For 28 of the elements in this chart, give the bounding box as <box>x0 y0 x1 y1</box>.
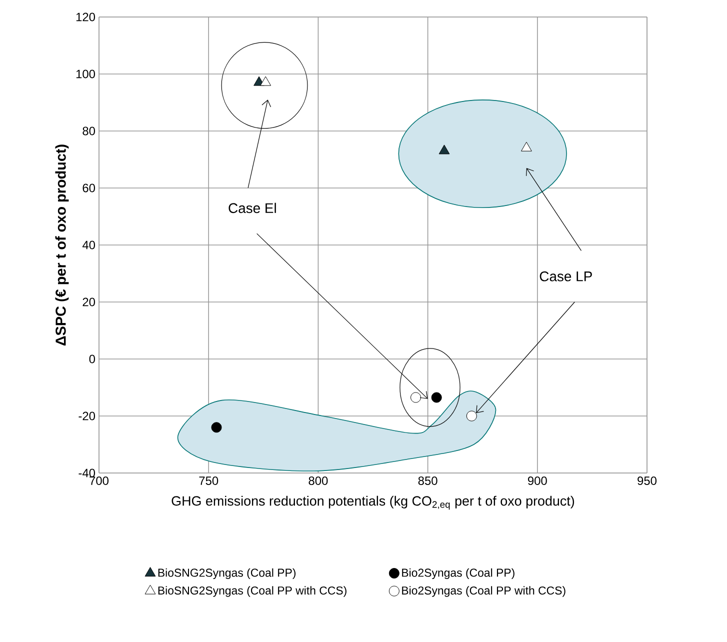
x-tick-label: 800 <box>308 476 328 485</box>
point <box>438 144 450 154</box>
annotation: Case LP <box>540 271 592 282</box>
y-tick-label: 60 <box>82 184 96 192</box>
legend-label: BioSNG2Syngas (Coal PP) <box>158 568 296 580</box>
y-tick-label: 0 <box>89 354 96 364</box>
y-tick-label: -40 <box>78 468 96 478</box>
y-tick-label: 120 <box>76 12 96 22</box>
y-tick-label: 40 <box>82 240 96 250</box>
legend-label: BioSNG2Syngas (Coal PP with CCS) <box>158 586 346 597</box>
y-tick-label: -20 <box>78 412 96 420</box>
legend-label: Bio2Syngas (Coal PP) <box>402 568 514 580</box>
legend-label: Bio2Syngas (Coal PP with CCS) <box>402 586 566 597</box>
y-axis-title: ΔSPC (€ per t of oxo product) <box>55 144 69 346</box>
x-tick-label: 750 <box>199 476 218 485</box>
x-tick-label: 950 <box>638 476 657 485</box>
y-tick-label: 20 <box>82 298 96 306</box>
point <box>211 422 222 433</box>
point <box>466 410 477 422</box>
x-axis-title: GHG emissions reduction potentials (kg CO$_{2,eq}$ per t of oxo product) <box>172 496 574 510</box>
point <box>521 142 532 152</box>
y-tick-label: 80 <box>82 126 96 136</box>
x-tick-label: 900 <box>528 476 547 485</box>
annotation: Case El <box>228 202 276 214</box>
x-tick-label: 850 <box>418 476 438 485</box>
y-tick-label: 100 <box>76 70 96 78</box>
point <box>431 392 442 403</box>
x-tick-label: 700 <box>90 476 109 485</box>
